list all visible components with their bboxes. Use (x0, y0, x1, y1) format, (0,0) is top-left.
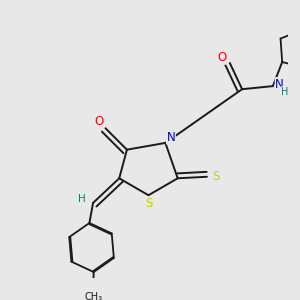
Text: H: H (78, 194, 86, 204)
Text: O: O (94, 115, 104, 128)
Text: N: N (275, 78, 284, 91)
Text: N: N (167, 131, 175, 144)
Text: CH₃: CH₃ (84, 292, 102, 300)
Text: H: H (281, 87, 288, 97)
Text: S: S (212, 170, 219, 183)
Text: S: S (146, 197, 153, 210)
Text: O: O (218, 51, 227, 64)
